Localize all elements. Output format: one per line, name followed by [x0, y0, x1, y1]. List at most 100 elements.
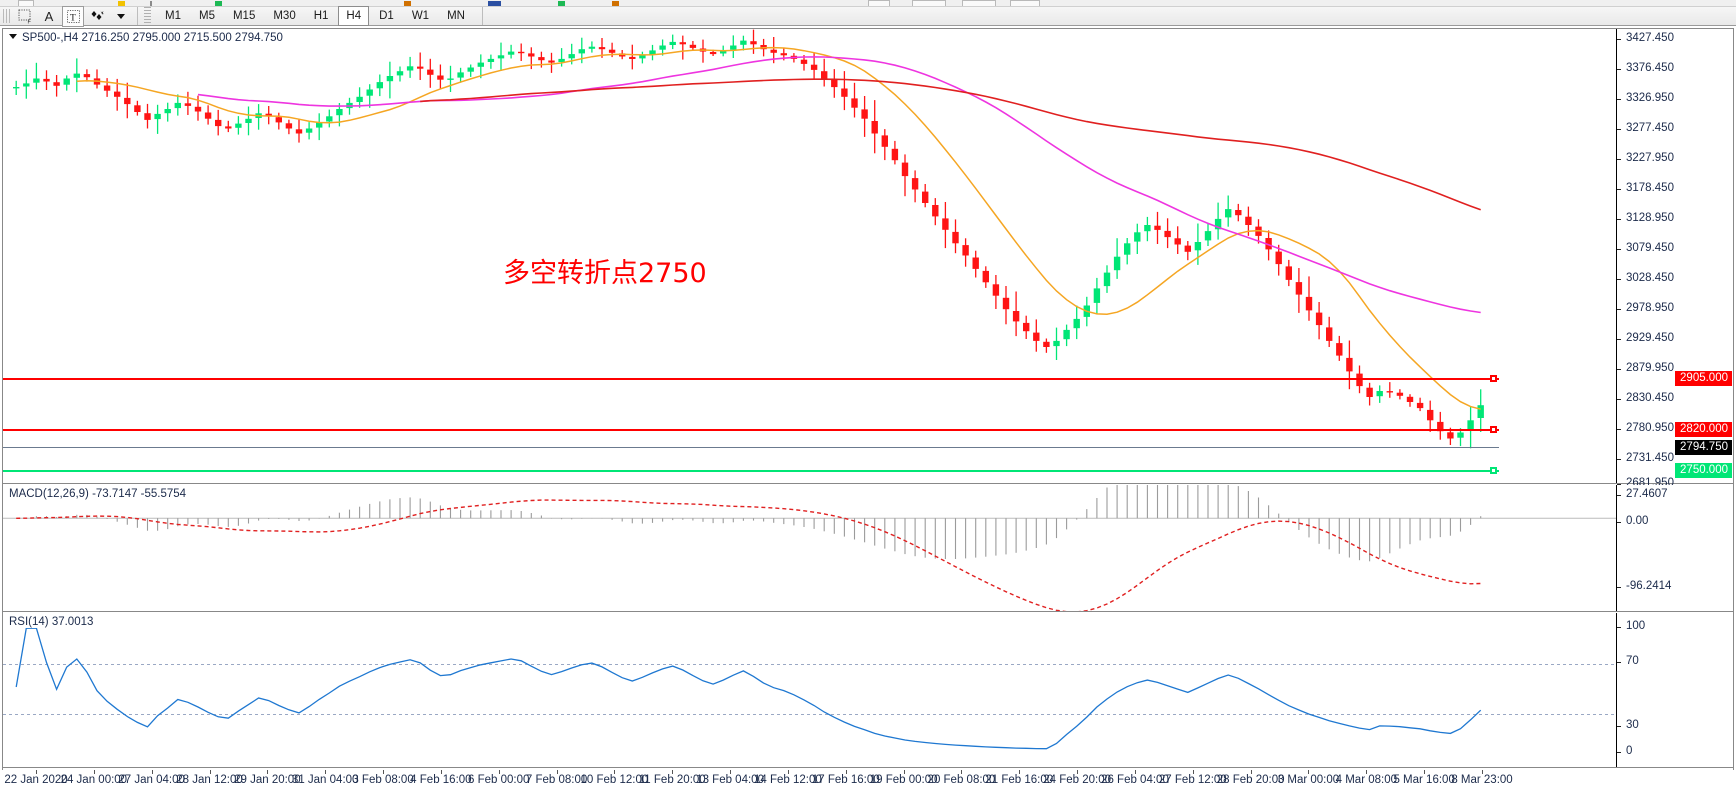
timeframe-button-h4[interactable]: H4	[338, 6, 370, 26]
time-axis-tick	[1308, 770, 1310, 774]
price-tag-2820[interactable]: 2820.000	[1675, 422, 1732, 437]
timeframe-button-m5[interactable]: M5	[198, 10, 215, 22]
toolbar-chip-3[interactable]	[912, 0, 946, 6]
y-axis-tick	[1617, 495, 1621, 496]
y-axis-label: 0	[1626, 745, 1633, 757]
timeframe-button-m15[interactable]: M15	[232, 10, 256, 22]
time-axis-label: 13 Feb 04:00	[696, 774, 764, 786]
time-axis-tick	[151, 770, 153, 774]
toolbar-chip-5[interactable]	[1010, 0, 1040, 6]
collapse-arrow-icon[interactable]	[9, 34, 17, 40]
price-plot[interactable]: 多空转折点2750	[3, 29, 1616, 483]
time-axis-label: 5 Mar 16:00	[1393, 774, 1455, 786]
time-axis-label: 14 Feb 12:00	[754, 774, 822, 786]
time-axis-tick	[93, 770, 95, 774]
macd-y-axis[interactable]: 27.4607 0.00 -96.2414	[1616, 485, 1733, 611]
time-axis-tick	[787, 770, 789, 774]
time-axis-label: 24 Feb 20:00	[1043, 774, 1111, 786]
time-axis-label: 21 Feb 16:00	[985, 774, 1054, 786]
toolbar-icon-green[interactable]	[215, 1, 222, 6]
y-axis-label: 3277.450	[1626, 122, 1674, 134]
time-axis-label: 31 Jan 04:00	[291, 774, 359, 786]
toolbar-chip-4[interactable]	[962, 0, 996, 6]
y-axis-tick	[1617, 522, 1621, 523]
toolbar-drag-handle[interactable]	[2, 7, 11, 25]
time-axis-label: 26 Feb 04:00	[1101, 774, 1169, 786]
y-axis-tick	[1617, 159, 1621, 160]
time-axis-tick	[1192, 770, 1194, 774]
y-axis-label: 3028.450	[1626, 272, 1674, 284]
time-axis-tick	[36, 770, 37, 774]
y-axis-label: 0.00	[1626, 515, 1649, 527]
crosshair-icon: F	[18, 9, 31, 24]
time-axis-label: 3 Mar 00:00	[1277, 774, 1340, 786]
text-tool-button[interactable]: A	[38, 6, 60, 27]
y-axis-tick	[1617, 219, 1621, 220]
toolbar-icon-orange[interactable]	[404, 1, 411, 6]
price-pane-title-text: SP500-,H4 2716.250 2795.000 2715.500 279…	[22, 32, 283, 44]
y-axis-label: 100	[1626, 620, 1646, 632]
time-axis[interactable]: 22 Jan 2020 24 Jan 00:00 27 Jan 04:00 28 Ja…	[2, 770, 1734, 791]
y-axis-label: 3079.450	[1626, 242, 1674, 254]
y-axis-tick	[1617, 627, 1621, 628]
y-axis-tick	[1617, 129, 1621, 130]
timeframe-button-m30[interactable]: M30	[273, 10, 296, 22]
y-axis-tick	[1617, 752, 1621, 753]
y-axis-label: 2879.950	[1626, 362, 1674, 374]
time-axis-label: 28 Feb 20:00	[1216, 774, 1285, 786]
toolbar-icon-yellow[interactable]	[118, 1, 125, 6]
time-axis-label: 24 Jan 00:00	[60, 774, 128, 786]
y-axis-label: 2681.950	[1626, 477, 1674, 489]
rsi-pane[interactable]: RSI(14) 37.0013 100 70 30 0	[3, 613, 1733, 768]
toolbar-divider-1	[150, 1, 152, 6]
toolbar-icon-orange-2[interactable]	[612, 1, 619, 6]
toolbar-icon-blue[interactable]	[488, 1, 501, 6]
y-axis-label: 3376.450	[1626, 62, 1674, 74]
time-axis-tick	[383, 770, 385, 774]
time-axis-tick	[1250, 770, 1252, 774]
toolbar-chip-2[interactable]	[868, 0, 890, 6]
time-axis-tick	[1482, 770, 1483, 774]
svg-text:F: F	[27, 19, 31, 24]
y-axis-tick	[1617, 189, 1621, 190]
chevron-down-icon	[117, 13, 125, 19]
rsi-y-axis[interactable]: 100 70 30 0	[1616, 613, 1733, 767]
chart-annotation-text[interactable]: 多空转折点2750	[503, 258, 707, 289]
time-axis-tick	[903, 770, 905, 774]
price-tag-2905[interactable]: 2905.000	[1675, 371, 1732, 386]
crosshair-tool-button[interactable]: F	[14, 6, 36, 27]
timeframe-button-d1[interactable]: D1	[379, 10, 394, 22]
rsi-plot[interactable]	[3, 613, 1616, 767]
y-axis-label: 3326.950	[1626, 92, 1674, 104]
timeframe-button-m1[interactable]: M1	[165, 10, 181, 22]
toolbar-icon-green-2[interactable]	[558, 1, 565, 6]
price-pane[interactable]: SP500-,H4 2716.250 2795.000 2715.500 279…	[3, 29, 1733, 489]
price-tag-2750[interactable]: 2750.000	[1675, 463, 1732, 478]
upper-toolbar-partial	[0, 0, 1736, 7]
timeframe-button-mn[interactable]: MN	[447, 10, 465, 22]
price-y-axis[interactable]: 3427.450 3376.450 3326.950 3277.450 3227.950…	[1616, 29, 1733, 489]
y-axis-label: 2780.950	[1626, 422, 1674, 434]
y-axis-label: 30	[1626, 719, 1639, 731]
y-axis-label: 27.4607	[1626, 488, 1668, 500]
timeframe-button-w1[interactable]: W1	[411, 10, 430, 22]
timeframe-drag-handle[interactable]	[144, 7, 151, 25]
time-axis-label: 6 Feb 00:00	[468, 774, 530, 786]
macd-plot[interactable]	[3, 485, 1616, 611]
shapes-tool-button[interactable]	[86, 6, 108, 27]
chart-area[interactable]: SP500-,H4 2716.250 2795.000 2715.500 279…	[2, 28, 1734, 791]
text-a-icon: A	[44, 8, 54, 24]
time-axis-tick	[672, 770, 674, 774]
time-axis-label: 28 Jan 12:00	[176, 774, 243, 786]
timeframe-button-h1[interactable]: H1	[313, 10, 329, 22]
text-label-tool-button[interactable]: T	[62, 5, 84, 27]
toolbar-separator	[137, 7, 138, 25]
time-axis-tick	[1366, 770, 1368, 774]
y-axis-tick	[1617, 399, 1621, 400]
y-axis-label: 3178.450	[1626, 182, 1674, 194]
time-axis-tick	[1077, 770, 1079, 774]
toolbar-chip-1[interactable]	[18, 0, 34, 6]
shapes-dropdown-button[interactable]	[110, 6, 132, 27]
macd-pane[interactable]: MACD(12,26,9) -73.7147 -55.5754 27.4607 0…	[3, 485, 1733, 612]
time-axis-label: 8 Mar 23:00	[1451, 774, 1513, 786]
